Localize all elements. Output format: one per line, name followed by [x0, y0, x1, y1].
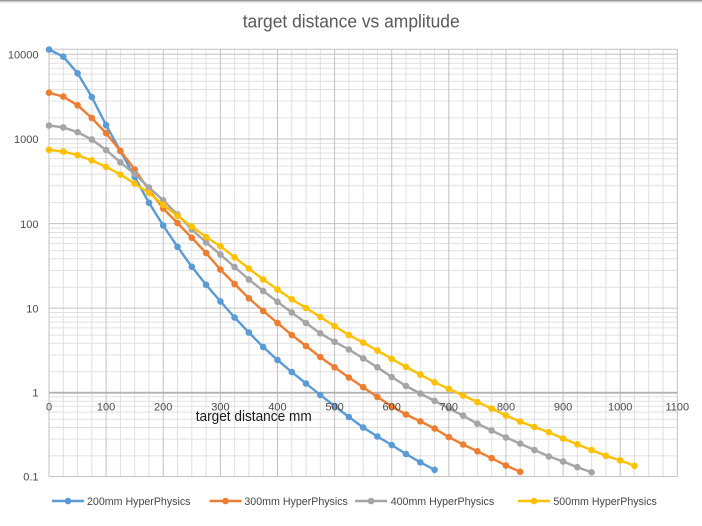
svg-text:1: 1 — [32, 388, 38, 400]
svg-text:0.1: 0.1 — [23, 472, 38, 484]
svg-text:0: 0 — [46, 402, 52, 414]
svg-text:300: 300 — [211, 402, 229, 414]
svg-text:100: 100 — [97, 402, 115, 414]
svg-text:200: 200 — [154, 402, 172, 414]
svg-text:700: 700 — [440, 402, 458, 414]
svg-text:500mm HyperPhysics: 500mm HyperPhysics — [553, 496, 657, 508]
svg-text:300mm HyperPhysics: 300mm HyperPhysics — [244, 496, 348, 508]
svg-text:1000: 1000 — [14, 134, 38, 146]
svg-text:500: 500 — [325, 402, 343, 414]
svg-text:1000: 1000 — [608, 402, 632, 414]
svg-text:200mm HyperPhysics: 200mm HyperPhysics — [87, 496, 191, 508]
svg-text:600: 600 — [383, 402, 401, 414]
svg-text:400: 400 — [268, 402, 286, 414]
svg-text:800: 800 — [497, 402, 515, 414]
svg-text:400mm HyperPhysics: 400mm HyperPhysics — [391, 496, 495, 508]
svg-text:1100: 1100 — [665, 402, 689, 414]
svg-text:100: 100 — [20, 219, 38, 231]
svg-text:10000: 10000 — [8, 50, 39, 62]
svg-text:10: 10 — [26, 303, 38, 315]
svg-text:target distance mm: target distance mm — [196, 408, 312, 425]
svg-text:target distance vs amplitude: target distance vs amplitude — [243, 12, 460, 32]
svg-text:900: 900 — [554, 402, 572, 414]
